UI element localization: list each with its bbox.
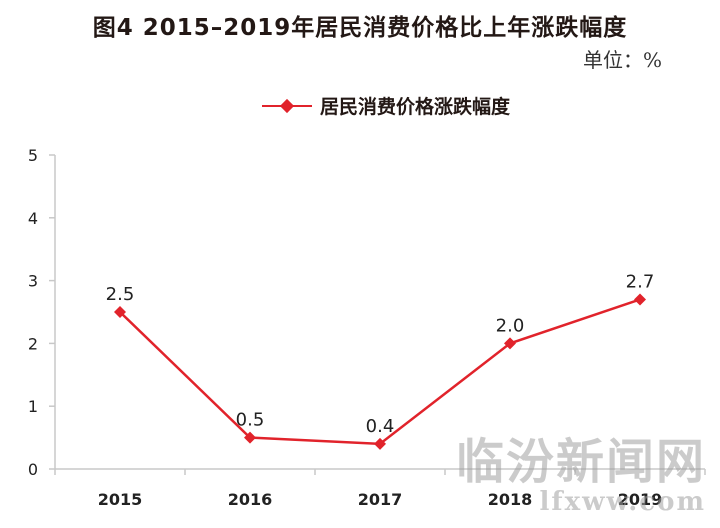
x-tick-label: 2016 [228,490,273,509]
watermark-sub: lfxww.com [539,487,706,517]
data-label: 2.5 [106,284,135,305]
unit-label: 单位：% [582,48,662,72]
legend-label: 居民消费价格涨跌幅度 [320,96,511,118]
legend-line-marker [262,97,312,115]
x-tick-label: 2015 [98,490,143,509]
x-tick-label: 2019 [618,490,663,509]
data-point-marker [374,437,386,450]
x-tick-label: 2017 [358,490,403,509]
watermark: 临汾新闻网 lfxww.com [456,436,706,516]
x-tick-label: 2018 [488,490,533,509]
legend: 居民消费价格涨跌幅度 [262,92,510,119]
data-label: 2.7 [626,271,655,292]
y-tick-label: 0 [28,460,38,479]
watermark-main: 临汾新闻网 [455,434,706,490]
y-tick-label: 4 [28,209,38,228]
data-point-marker [244,431,256,444]
data-point-marker [634,293,646,306]
y-tick-label: 2 [28,334,38,353]
y-tick-label: 1 [28,397,38,416]
data-label: 0.4 [366,416,395,437]
data-point-marker [504,337,516,350]
y-tick-label: 3 [28,272,38,291]
data-label: 0.5 [236,410,265,431]
chart-title: 图4 2015–2019年居民消费价格比上年涨跌幅度 [92,15,628,41]
data-point-marker [114,306,126,318]
y-tick-label: 5 [28,146,38,165]
data-label: 2.0 [496,315,525,336]
